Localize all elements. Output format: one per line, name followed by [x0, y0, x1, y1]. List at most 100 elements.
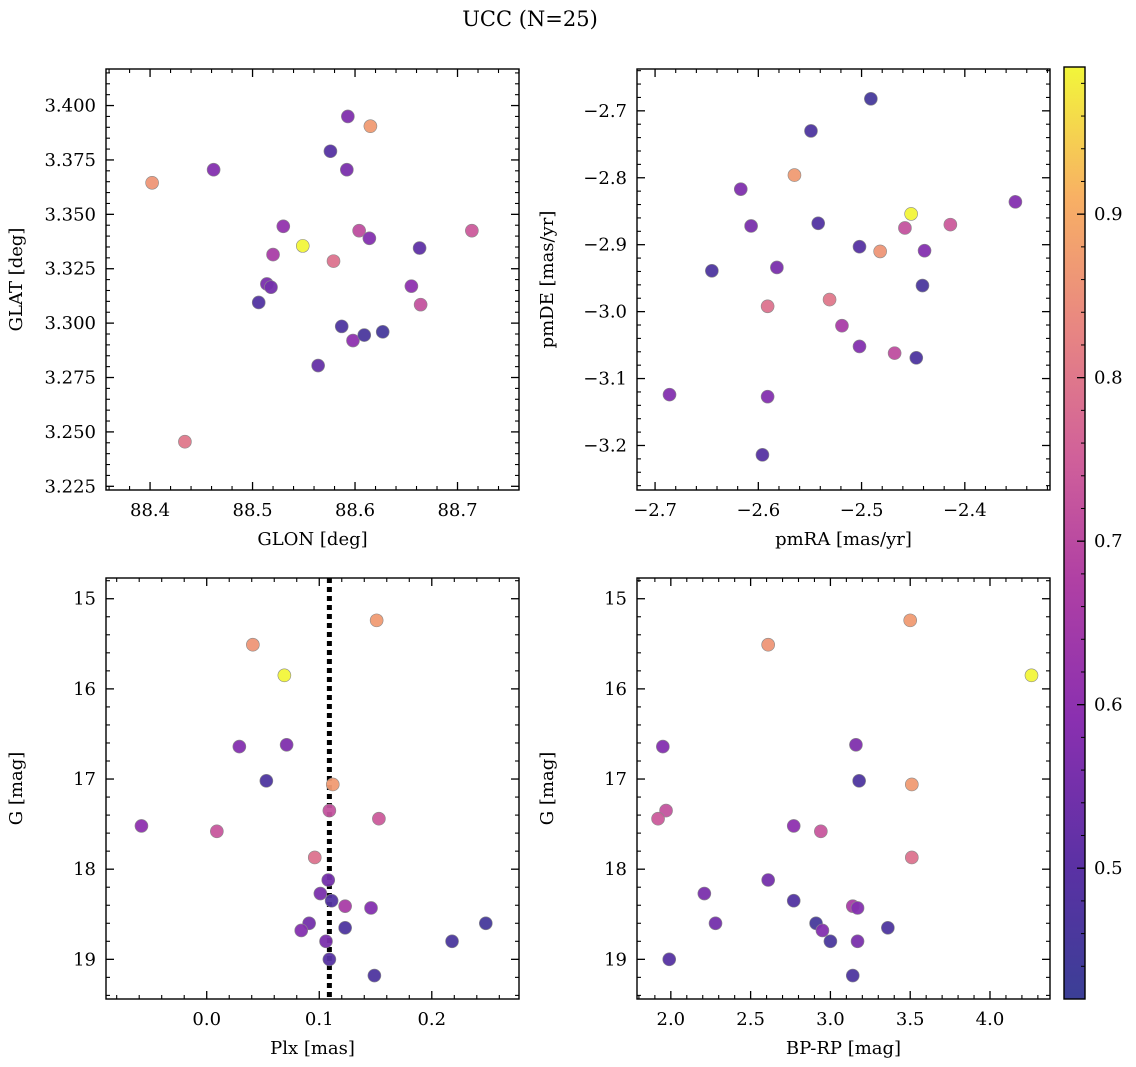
minor-ticks: [637, 69, 1050, 490]
data-point: [887, 346, 902, 360]
data-point: [352, 223, 366, 238]
data-point: [662, 387, 677, 402]
data-point: [210, 824, 224, 839]
colorbar-gradient: [1064, 67, 1085, 999]
axes-frame: [636, 577, 1051, 1000]
data-point: [321, 873, 336, 887]
data-point: [364, 901, 378, 915]
y-tick-label: 3.400: [44, 96, 96, 117]
data-point: [319, 934, 333, 949]
x-tick-label: 3.0: [816, 1009, 845, 1030]
data-point: [898, 221, 912, 235]
data-point: [178, 434, 192, 449]
y-tick-label: −2.7: [583, 101, 627, 122]
data-point: [873, 244, 887, 259]
x-tick-label: −2.4: [943, 500, 987, 521]
data-point: [787, 168, 802, 182]
minor-ticks: [106, 69, 520, 490]
panel-pmra-pmde: −2.7 −2.6 −2.5 −2.4 −3.2 −3.1 −3.0 −2.9 −2.8 −2.7…: [537, 68, 1051, 550]
y-tick-label: 3.250: [44, 422, 96, 443]
data-point: [375, 325, 390, 339]
x-axis-label: BP-RP [mag]: [786, 1038, 901, 1059]
y-tick-label: 16: [73, 679, 96, 700]
y-tick-label: −3.1: [583, 369, 627, 390]
x-tick-label: 88.5: [233, 500, 273, 521]
y-tick-label: 3.275: [44, 368, 96, 389]
data-point: [786, 893, 801, 908]
colorbar-tick-label: 0.6: [1094, 695, 1123, 716]
data-point: [656, 739, 670, 754]
data-point: [864, 91, 878, 106]
data-point: [367, 968, 382, 983]
data-point: [705, 263, 719, 278]
data-point: [307, 850, 322, 865]
x-axis-label: Plx [mas]: [270, 1038, 355, 1059]
y-tick-label: −2.8: [583, 168, 627, 189]
x-tick-label: 88.6: [335, 500, 375, 521]
y-tick-label: 18: [73, 859, 96, 880]
data-point: [323, 144, 338, 159]
colorbar-tick-label: 0.8: [1094, 368, 1123, 389]
y-tick-label: −2.9: [583, 235, 627, 256]
x-axis-label: pmRA [mas/yr]: [775, 529, 912, 550]
plot-area: [662, 91, 1023, 462]
data-point: [786, 819, 801, 833]
y-tick-label: 3.225: [44, 476, 96, 497]
data-point: [341, 109, 355, 124]
x-tick-label: 0.1: [305, 1009, 334, 1030]
y-tick-label: 16: [604, 679, 627, 700]
axes-frame: [105, 577, 520, 1000]
data-point: [852, 339, 867, 354]
data-point: [943, 217, 958, 232]
x-tick-label: 3.5: [896, 1009, 925, 1030]
panels: 88.4 88.5 88.6 88.7 3.225 3.250 3.275 3.300 3.32…: [6, 68, 1051, 1059]
data-point: [338, 899, 352, 913]
data-point: [761, 637, 775, 652]
x-tick-label: −2.5: [840, 500, 884, 521]
data-point: [145, 175, 159, 190]
data-point: [835, 318, 849, 333]
y-tick-label: −3.0: [583, 302, 627, 323]
data-point: [845, 968, 860, 983]
y-tick-label: 17: [604, 769, 627, 790]
y-tick-label: 3.300: [44, 313, 96, 334]
data-point: [814, 824, 828, 839]
data-point: [760, 299, 775, 314]
x-tick-label: 88.4: [130, 500, 170, 521]
y-tick-label: 19: [73, 949, 96, 970]
data-point: [708, 916, 723, 931]
data-point: [264, 280, 278, 295]
y-axis-label: G [mag]: [6, 752, 27, 825]
colorbar-tick-label: 0.7: [1094, 531, 1123, 552]
data-point: [340, 162, 354, 177]
data-point: [338, 920, 352, 935]
data-point: [266, 247, 280, 262]
panel-plx-g: 0.0 0.1 0.2 15 16 17 18 19 Plx [mas] G [mag]: [6, 577, 520, 1059]
data-point: [404, 279, 419, 293]
y-tick-label: 3.375: [44, 150, 96, 171]
y-tick-label: −3.2: [583, 435, 627, 456]
data-point: [915, 278, 930, 293]
data-point: [465, 223, 479, 238]
data-point: [413, 297, 428, 312]
x-tick-label: 0.2: [417, 1009, 446, 1030]
data-point: [479, 916, 493, 931]
data-point: [804, 124, 818, 138]
data-point: [815, 923, 830, 938]
colorbar-tick-label: 0.9: [1094, 204, 1123, 225]
data-point: [294, 923, 309, 938]
plot-area: [651, 613, 1039, 983]
minor-ticks: [106, 578, 519, 999]
data-point: [849, 737, 863, 752]
x-tick-label: 0.0: [192, 1009, 221, 1030]
data-point: [770, 260, 784, 275]
data-point: [755, 448, 770, 462]
data-point: [134, 819, 149, 833]
data-point: [760, 389, 775, 404]
colorbar: 0.5 0.6 0.7 0.8 0.9: [1063, 66, 1123, 1000]
data-point: [1024, 668, 1039, 683]
figure-title: UCC (N=25): [462, 7, 598, 31]
y-tick-label: 15: [604, 589, 627, 610]
data-point: [346, 333, 360, 348]
